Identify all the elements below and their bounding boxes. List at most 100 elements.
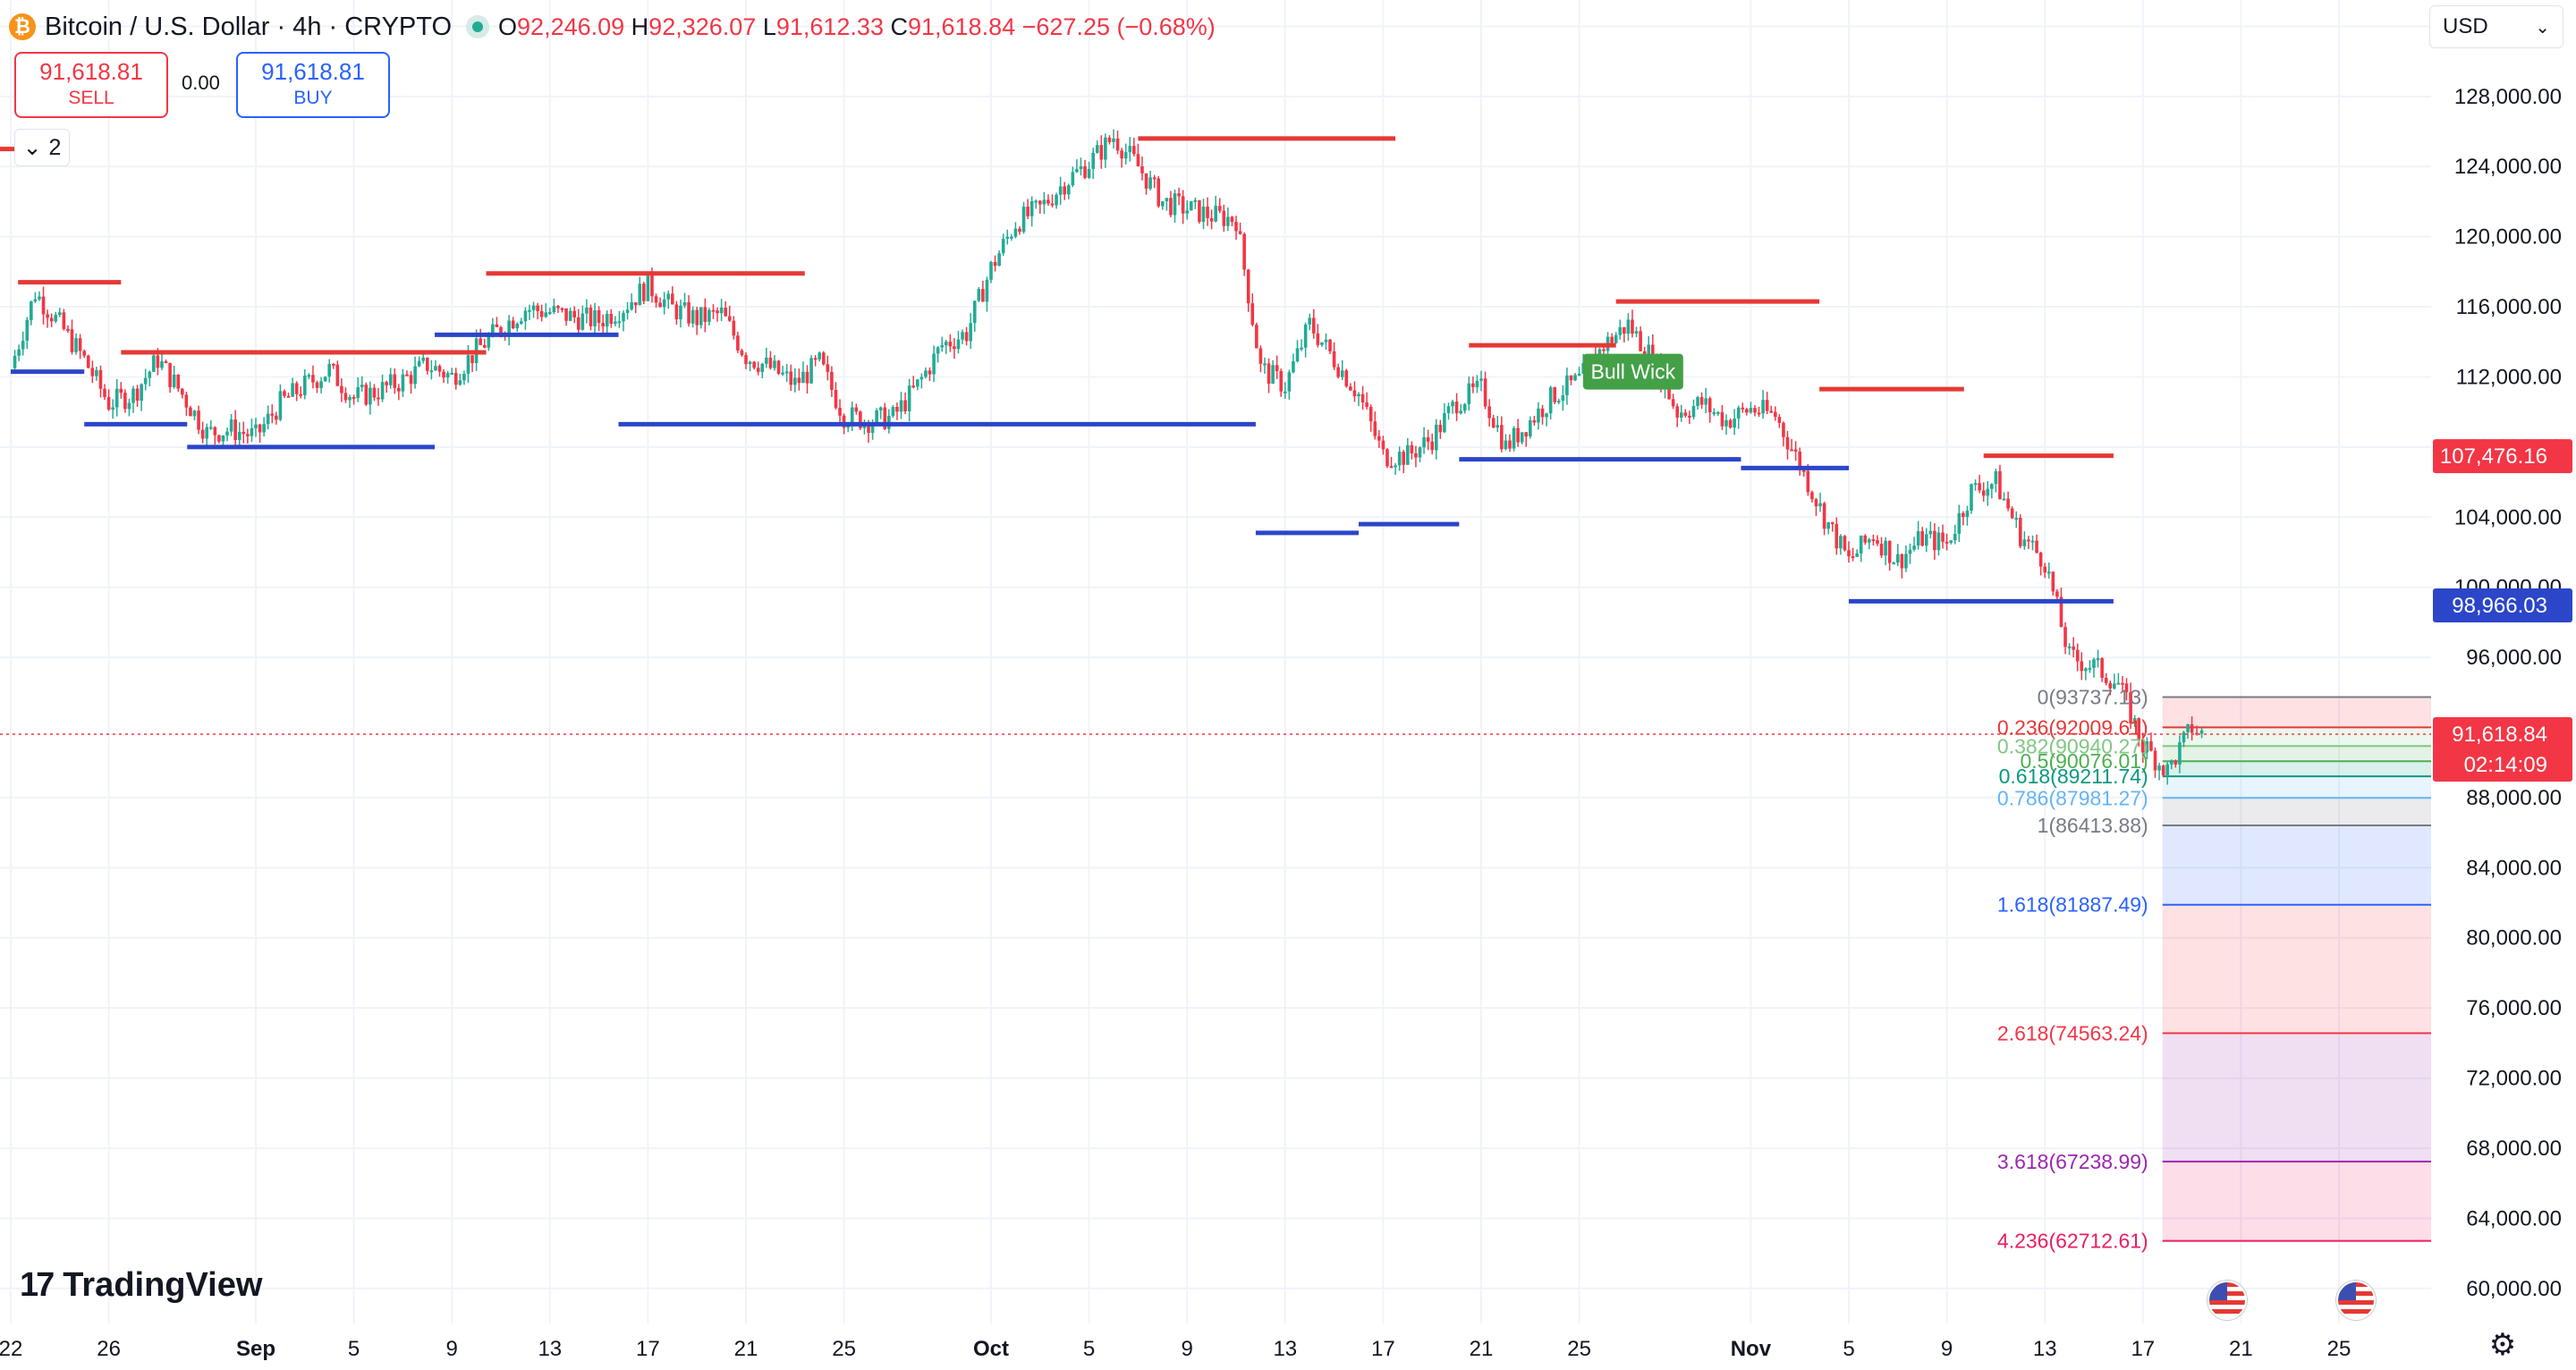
candle-body [622,312,625,322]
candle-body [2027,539,2030,542]
annotations[interactable]: Bull Wick [1582,353,1683,390]
fibonacci-extension[interactable] [2162,696,2431,1242]
price-axis[interactable]: 60,000.00 64,000.00 68,000.00 72,000.00 76,0… [2454,14,2562,1300]
candle-body [2096,658,2100,661]
candle-body [1258,348,1263,364]
fib-zone [2162,727,2431,747]
candle-body [1814,499,1818,507]
candle-body [826,364,830,372]
settings-gear-icon[interactable]: ⚙ [2488,1328,2517,1362]
candle-body [985,279,989,302]
buy-label: BUY [293,88,333,108]
us-flag-icon[interactable] [2207,1281,2247,1320]
candle-body [842,415,846,428]
currency-select[interactable]: USD ⌄ [2429,5,2563,48]
candle-body [495,324,499,327]
candle-body [429,370,434,373]
candle-body [2002,498,2006,501]
candle-body [1691,406,1696,418]
candle-body [1933,530,1936,551]
candle-body [1112,138,1115,142]
candle-body [393,374,397,388]
date-tick-label: 17 [1371,1337,1395,1361]
candle-body [875,410,878,424]
candle-body [528,309,531,312]
candle-body [1165,198,1169,202]
date-tick-label: 26 [97,1337,121,1361]
candle-body [327,363,331,377]
tradingview-logo[interactable]: 17 TradingView [20,1263,262,1307]
fib-label: 1.618(81887.49) [1997,893,2148,917]
candle-body [377,397,380,400]
candle-body [687,302,691,324]
candle-body [458,380,462,385]
candle-body [470,355,474,364]
candle-body [1446,406,1451,413]
price-change: −627.25 (−0.68%) [1021,13,1216,40]
candle-body [331,363,335,366]
price-tag-label: 107,476.16 [2440,444,2547,469]
time-axis[interactable]: 22 26 Sep 5 9 13 17 21 25 Oct 5 9 13 17 21 25 Nov 5 9 13 17 2… [0,1337,2351,1361]
candle-body [1459,410,1462,414]
candle-body [1095,145,1099,153]
candle-body [1222,210,1226,226]
candle-body [813,358,818,360]
candle-body [1990,484,1994,489]
support-resistance-levels[interactable] [0,136,2431,735]
candle-body [25,319,30,342]
candle-body [1104,137,1107,160]
candle-body [1556,401,1561,403]
candle-body [1107,137,1112,142]
candle-body [507,320,511,336]
candle-body [1782,422,1785,437]
candle-body [932,353,936,375]
price-tick-label: 96,000.00 [2466,646,2562,670]
candle-body [1978,483,1981,491]
candle-body [1373,421,1377,436]
sell-button[interactable]: 91,618.81 SELL [14,52,168,118]
candle-body [1406,444,1410,465]
candle-body [1733,419,1736,428]
candle-body [1941,532,1945,542]
candle-body [748,361,752,365]
candle-body [703,307,708,322]
candle-body [511,320,515,329]
candle-body [323,376,327,382]
candle-body [1030,201,1034,216]
market-status-icon[interactable] [466,15,490,38]
candle-body [278,391,283,420]
buy-button[interactable]: 91,618.81 BUY [236,52,390,118]
candle-body [283,391,286,396]
candle-body [1462,404,1467,411]
candle-body [168,362,172,387]
candle-body [609,314,614,325]
candle-body [119,388,123,393]
candle-body [1822,503,1826,529]
buy-price: 91,618.81 [261,58,365,85]
indicators-toggle[interactable]: ⌄ 2 [14,129,70,166]
candle-body [899,400,903,412]
candle-body [568,310,572,321]
candle-body [1936,532,1941,551]
candle-body [1949,540,1953,543]
candle-body [421,358,426,361]
symbol-title[interactable]: Bitcoin / U.S. Dollar · 4h · CRYPTO [45,12,453,41]
candle-body [442,371,445,378]
candle-body [2010,508,2014,519]
fib-zone [2162,761,2431,777]
candle-body [356,387,360,399]
candle-body [1537,408,1540,423]
bull-wick-label[interactable]: Bull Wick [1591,360,1676,384]
us-flag-icon[interactable] [2336,1281,2376,1320]
candle-body [956,339,961,350]
candle-body [1892,562,1896,565]
candle-body [1491,418,1496,428]
candle-body [1994,470,1998,485]
fib-zone [2162,697,2431,728]
candle-body [593,309,597,326]
candle-body [940,345,944,348]
candle-body [1332,351,1336,368]
bull-wick-label-bg[interactable] [1582,353,1683,390]
candle-body [776,360,781,375]
